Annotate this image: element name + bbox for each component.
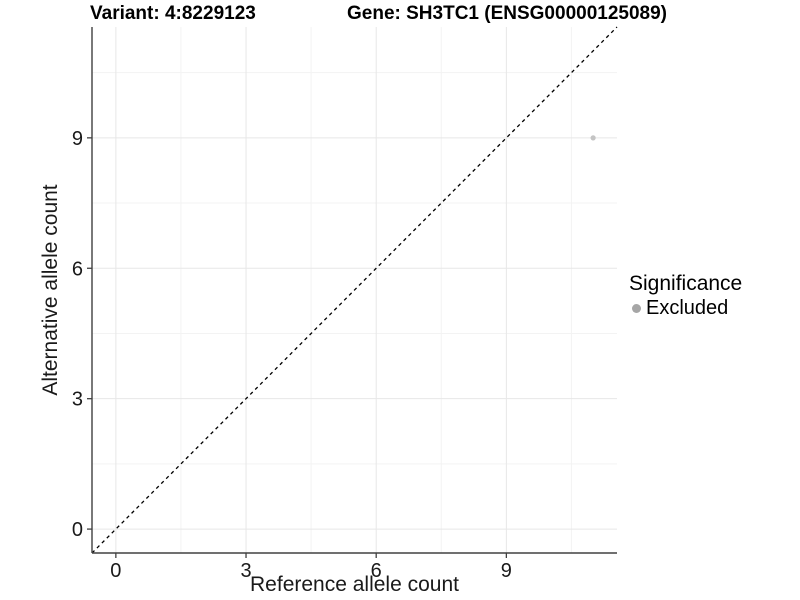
gene-title: Gene: SH3TC1 (ENSG00000125089) xyxy=(347,3,667,24)
legend-key-dot xyxy=(632,304,641,313)
variant-title: Variant: 4:8229123 xyxy=(90,3,256,24)
legend-title: Significance xyxy=(629,272,743,295)
data-point xyxy=(590,135,596,141)
y-tick-label: 3 xyxy=(72,389,83,411)
y-tick-label: 9 xyxy=(72,128,83,150)
x-tick-label: 6 xyxy=(371,560,382,582)
y-tick-label: 0 xyxy=(72,519,83,541)
x-axis-title: Reference allele count xyxy=(250,573,459,596)
legend-entry-excluded: Excluded xyxy=(629,297,742,320)
identity-line xyxy=(91,26,618,554)
legend-entry-label: Excluded xyxy=(646,297,729,319)
x-tick-label: 9 xyxy=(501,560,512,582)
y-axis-title: Alternative allele count xyxy=(39,184,62,396)
y-tick-label: 6 xyxy=(72,258,83,280)
x-tick-label: 0 xyxy=(110,560,121,582)
legend: Significance Excluded xyxy=(629,271,742,320)
x-tick-label: 3 xyxy=(240,560,251,582)
